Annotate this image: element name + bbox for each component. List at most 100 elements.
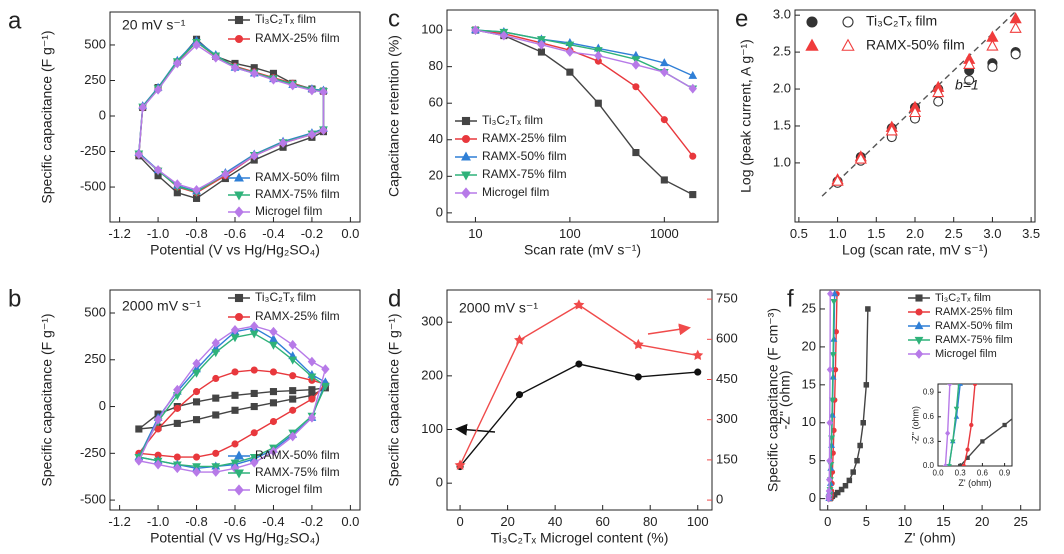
y2-tick-label: 450 xyxy=(716,371,738,386)
marker xyxy=(288,339,297,350)
x-axis-label: Potential (V vs Hg/Hg₂SO₄) xyxy=(150,241,320,257)
marker xyxy=(632,149,640,157)
marker xyxy=(850,469,856,475)
marker xyxy=(234,191,244,201)
marker xyxy=(830,298,838,306)
series-line xyxy=(475,29,694,90)
marker xyxy=(319,125,328,136)
x-tick-label: -1.2 xyxy=(108,514,130,529)
x-tick-label: 1000 xyxy=(650,226,679,241)
x-tick-label: 20 xyxy=(975,514,989,529)
marker xyxy=(825,487,833,495)
marker xyxy=(234,312,244,322)
marker xyxy=(211,338,220,348)
marker xyxy=(230,334,240,343)
x-tick-label: -0.2 xyxy=(301,226,323,241)
marker xyxy=(269,388,278,396)
marker xyxy=(234,34,244,44)
marker xyxy=(269,399,278,407)
y-tick-label: 100 xyxy=(421,421,443,436)
marker xyxy=(953,406,960,412)
marker xyxy=(826,365,834,374)
y-tick-label: 80 xyxy=(429,58,443,73)
marker xyxy=(829,352,837,359)
marker xyxy=(234,484,244,496)
marker xyxy=(269,74,278,85)
y-tick-label: 300 xyxy=(421,314,443,329)
legend-label: RAMX-25% film xyxy=(482,131,567,145)
marker xyxy=(972,384,978,387)
x-tick-label: 0.3 xyxy=(955,469,967,478)
marker xyxy=(250,402,258,411)
marker xyxy=(594,50,603,61)
series-line xyxy=(944,384,951,466)
y-tick-label: -500 xyxy=(80,178,106,193)
y-tick-label: 250 xyxy=(84,72,106,87)
marker xyxy=(1002,422,1007,428)
x-tick-label: 2.5 xyxy=(945,226,963,241)
y2-tick-label: 150 xyxy=(716,451,738,466)
marker xyxy=(231,368,239,376)
panel-letter: b xyxy=(8,285,21,312)
y-tick-label: 20 xyxy=(802,338,816,353)
marker xyxy=(249,453,259,462)
x-axis-label: Z' (ohm) xyxy=(904,529,956,545)
marker xyxy=(566,68,574,76)
marker xyxy=(964,75,975,86)
y-tick-label: 500 xyxy=(84,36,106,51)
plot-frame xyxy=(446,9,719,223)
marker xyxy=(634,373,642,381)
legend-label: Microgel film xyxy=(255,482,322,496)
marker xyxy=(192,467,201,477)
x-tick-label: -0.4 xyxy=(262,514,284,529)
y-tick-label: -250 xyxy=(80,143,106,158)
x-tick-label: 10 xyxy=(468,226,482,241)
y-axis-label: Specific capacitance (F g⁻¹) xyxy=(386,313,402,486)
marker xyxy=(173,463,182,474)
marker xyxy=(632,338,644,350)
marker xyxy=(234,206,244,218)
marker xyxy=(289,387,297,395)
y-tick-label: 0.3 xyxy=(923,437,935,446)
legend-label: RAMX-75% film xyxy=(255,187,340,201)
marker xyxy=(231,440,239,448)
marker xyxy=(211,349,221,358)
x-tick-label: -0.8 xyxy=(185,226,207,241)
y-tick-label: 200 xyxy=(421,367,443,382)
marker xyxy=(308,395,316,403)
marker xyxy=(689,191,697,199)
y-tick-label: 0 xyxy=(99,398,106,413)
y-tick-label: 20 xyxy=(429,168,443,183)
legend-label: Ti₃C₂Tₓ film xyxy=(866,13,937,29)
marker xyxy=(321,382,330,391)
marker xyxy=(951,259,955,263)
marker xyxy=(575,360,583,368)
x-tick-label: 0.0 xyxy=(932,469,944,478)
marker xyxy=(835,489,841,496)
y2-tick-label: 300 xyxy=(716,411,738,426)
marker xyxy=(826,456,833,465)
marker xyxy=(950,439,956,445)
marker xyxy=(932,85,945,98)
marker xyxy=(153,165,163,175)
y-axis-label: Capacitance retention (%) xyxy=(386,35,402,197)
x-tick-label: 0.0 xyxy=(341,514,359,529)
marker xyxy=(212,374,220,383)
x-tick-label: -0.8 xyxy=(185,514,207,529)
marker xyxy=(947,384,953,388)
marker xyxy=(230,324,240,335)
marker xyxy=(953,54,957,58)
marker xyxy=(153,459,163,470)
x-tick-label: 5 xyxy=(863,514,870,529)
marker xyxy=(842,482,849,489)
marker xyxy=(828,397,836,404)
plot-area xyxy=(471,25,698,199)
plot-area xyxy=(454,299,704,471)
legend-label: RAMX-50% film xyxy=(935,320,1013,332)
marker xyxy=(461,187,471,199)
series-line xyxy=(948,384,960,466)
marker xyxy=(249,330,259,339)
panel-letter: d xyxy=(388,285,401,312)
x-tick-label: 40 xyxy=(548,514,562,529)
